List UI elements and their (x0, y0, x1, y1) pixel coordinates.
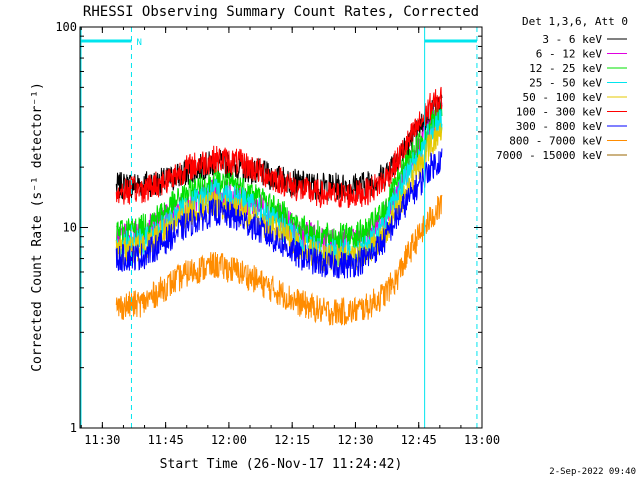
flag-label: N (136, 38, 141, 48)
x-axis-label: Start Time (26-Nov-17 11:24:42) (160, 457, 403, 472)
y-axis-label: Corrected Count Rate (s⁻¹ detector⁻¹) (30, 82, 45, 372)
chart-title: RHESSI Observing Summary Count Rates, Co… (83, 4, 479, 20)
legend-label: 12 - 25 keV (529, 62, 602, 75)
x-tick-label: 11:45 (148, 433, 184, 447)
x-tick-label: 12:45 (401, 433, 437, 447)
legend-label: 6 - 12 keV (536, 48, 603, 61)
legend-label: 300 - 800 keV (516, 120, 602, 133)
flag-bars: N (80, 38, 477, 48)
legend-label: 100 - 300 keV (516, 106, 602, 119)
series-line (115, 148, 443, 279)
series-lines (115, 86, 443, 326)
x-tick-label: 13:00 (464, 433, 500, 447)
legend-header: Det 1,3,6, Att 0 (522, 15, 628, 28)
series-line (115, 194, 443, 326)
legend-label: 25 - 50 keV (529, 77, 602, 90)
y-tick-label: 10 (63, 221, 77, 235)
x-tick-label: 12:30 (337, 433, 373, 447)
legend-label: 800 - 7000 keV (509, 135, 602, 148)
y-axis: 1 10 100 (55, 20, 482, 435)
x-tick-label: 12:15 (274, 433, 310, 447)
y-tick-label: 100 (55, 20, 77, 34)
series-line (115, 86, 443, 209)
legend-label: 50 - 100 keV (523, 91, 603, 104)
footer-timestamp: 2-Sep-2022 09:40 (549, 467, 636, 477)
legend-label: 7000 - 15000 keV (496, 149, 602, 162)
x-tick-label: 11:30 (84, 433, 120, 447)
legend-label: 3 - 6 keV (542, 33, 602, 46)
x-axis: 11:30 11:45 12:00 12:15 12:30 12:45 13:00 (80, 27, 500, 447)
x-tick-label: 12:00 (211, 433, 247, 447)
y-tick-label: 1 (70, 421, 77, 435)
